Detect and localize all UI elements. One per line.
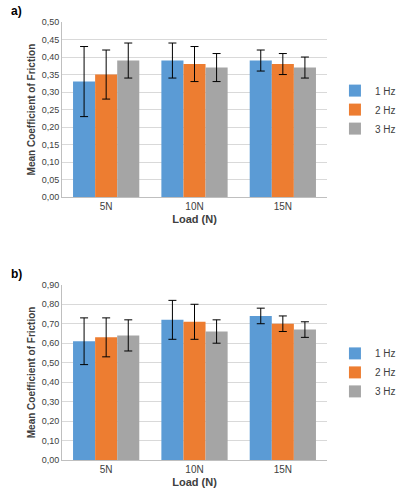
svg-text:Mean Coefficient of Friction: Mean Coefficient of Friction [26,307,37,439]
svg-text:2 Hz: 2 Hz [375,105,396,116]
svg-text:10N: 10N [185,201,203,212]
svg-text:10N: 10N [185,464,203,475]
svg-text:5N: 5N [100,464,113,475]
svg-text:0,25: 0,25 [42,105,60,115]
svg-text:5N: 5N [100,201,113,212]
svg-text:0,00: 0,00 [42,192,60,202]
svg-text:0,15: 0,15 [42,140,60,150]
svg-text:2 Hz: 2 Hz [375,367,396,378]
svg-text:0,30: 0,30 [42,87,60,97]
svg-text:0,90: 0,90 [42,280,60,290]
svg-text:0,10: 0,10 [42,157,60,167]
svg-text:a): a) [11,4,22,18]
svg-text:0,20: 0,20 [42,122,60,132]
svg-text:3 Hz: 3 Hz [375,124,396,135]
svg-text:0,00: 0,00 [42,455,60,465]
svg-text:0,20: 0,20 [42,416,60,426]
svg-text:Load (N): Load (N) [172,213,217,225]
svg-text:0,70: 0,70 [42,319,60,329]
svg-text:0,50: 0,50 [42,17,60,27]
svg-text:0,40: 0,40 [42,52,60,62]
svg-text:0,10: 0,10 [42,436,60,446]
svg-text:0,50: 0,50 [42,358,60,368]
svg-text:3 Hz: 3 Hz [375,386,396,397]
svg-text:15N: 15N [274,464,292,475]
svg-text:Mean Coefficient of Friction: Mean Coefficient of Friction [26,44,37,176]
svg-text:0,35: 0,35 [42,70,60,80]
svg-text:Load (N): Load (N) [172,476,217,488]
svg-text:b): b) [11,267,22,281]
svg-text:15N: 15N [274,201,292,212]
svg-text:0,45: 0,45 [42,35,60,45]
svg-text:1 Hz: 1 Hz [375,86,396,97]
svg-text:0,30: 0,30 [42,397,60,407]
svg-text:0,40: 0,40 [42,377,60,387]
svg-text:0,80: 0,80 [42,299,60,309]
svg-text:0,60: 0,60 [42,338,60,348]
svg-text:1 Hz: 1 Hz [375,348,396,359]
svg-text:0,05: 0,05 [42,175,60,185]
